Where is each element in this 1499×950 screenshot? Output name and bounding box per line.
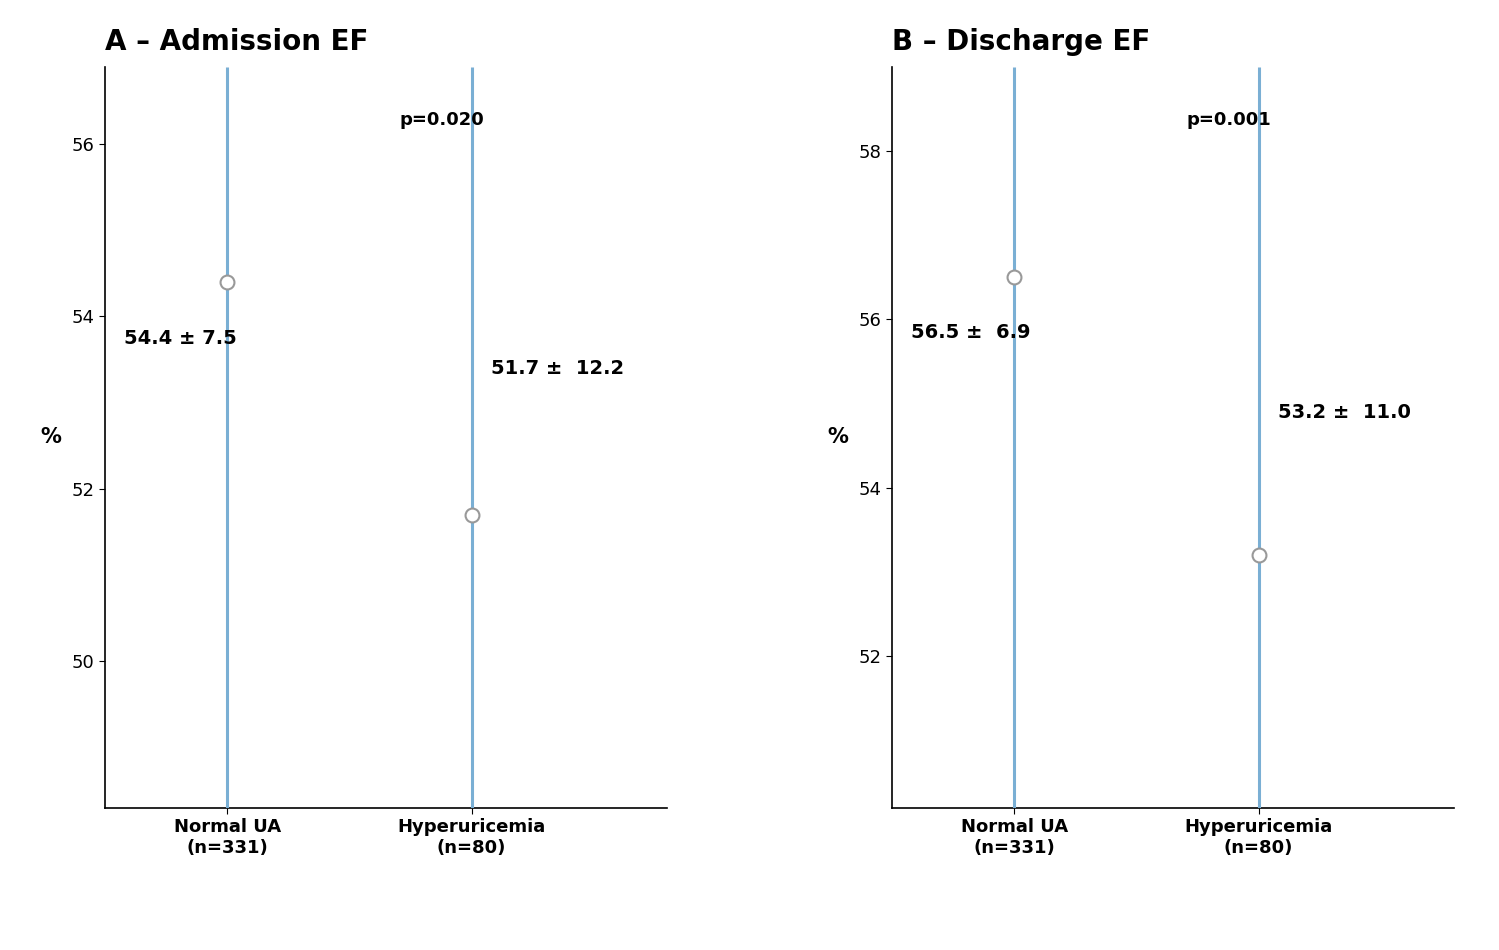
Text: A – Admission EF: A – Admission EF <box>105 28 369 56</box>
Text: 56.5 ±  6.9: 56.5 ± 6.9 <box>911 323 1031 342</box>
Text: p=0.020: p=0.020 <box>400 111 484 129</box>
Text: 53.2 ±  11.0: 53.2 ± 11.0 <box>1279 404 1411 423</box>
Text: 51.7 ±  12.2: 51.7 ± 12.2 <box>492 359 624 378</box>
Text: 54.4 ± 7.5: 54.4 ± 7.5 <box>124 330 237 349</box>
Y-axis label: %: % <box>827 427 848 447</box>
Y-axis label: %: % <box>40 427 61 447</box>
Text: B – Discharge EF: B – Discharge EF <box>892 28 1150 56</box>
Text: p=0.001: p=0.001 <box>1187 111 1271 129</box>
